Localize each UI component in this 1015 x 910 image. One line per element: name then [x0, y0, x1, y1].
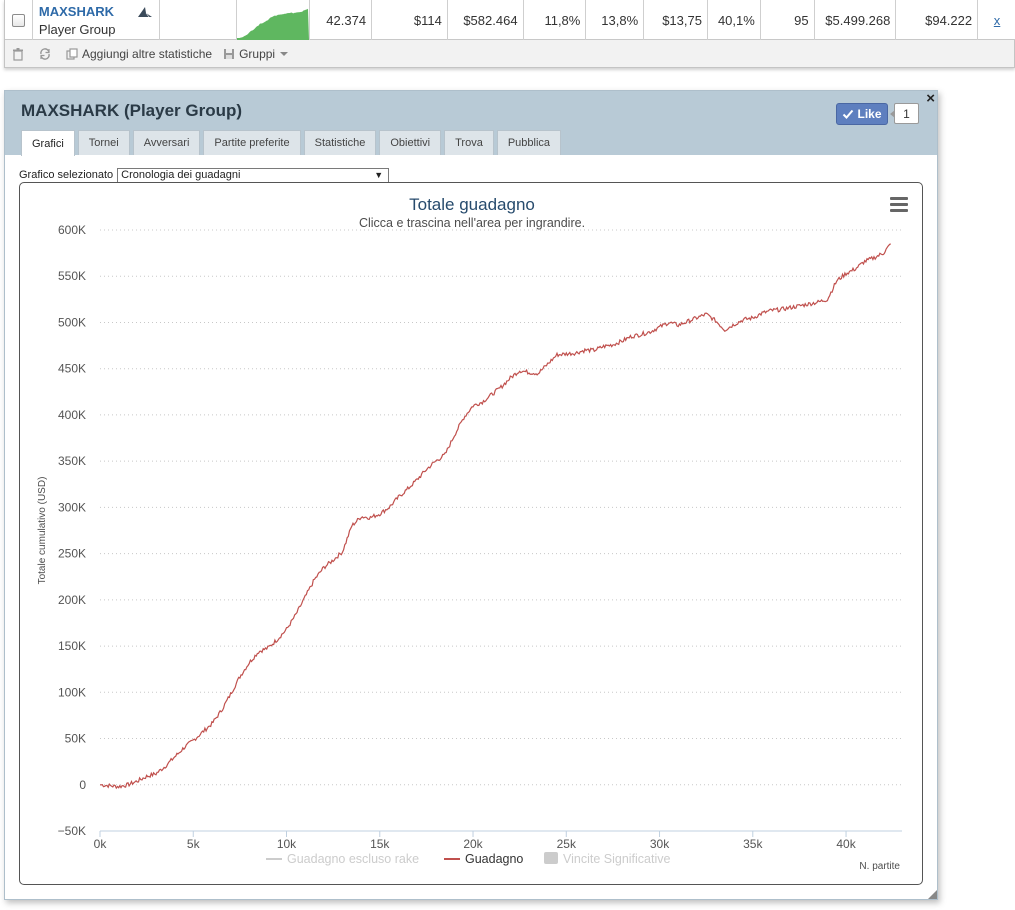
stat-pfr: 13,8% — [586, 0, 645, 40]
remove-cell: x — [978, 0, 1015, 40]
trash-icon — [13, 48, 23, 61]
row-checkbox-cell — [5, 0, 33, 40]
like-count: 1 — [890, 103, 919, 124]
x-tick-label: 20k — [463, 837, 483, 851]
y-tick-label: 300K — [58, 500, 86, 514]
player-group-label: Player Group — [38, 21, 116, 37]
refresh-icon — [40, 48, 50, 60]
y-tick-label: 250K — [58, 547, 86, 561]
x-tick-label: 40k — [836, 837, 856, 851]
tab-tornei[interactable]: Tornei — [77, 130, 130, 155]
tab-obiettivi[interactable]: Obiettivi — [379, 130, 442, 155]
stat-value-5: $13,75 — [644, 0, 708, 40]
remove-player-link[interactable]: x — [993, 12, 1001, 28]
tab-trova[interactable]: Trova — [444, 130, 494, 155]
y-tick-label: 50K — [65, 732, 86, 746]
y-tick-label: 450K — [58, 362, 86, 376]
y-tick-label: 150K — [58, 639, 86, 653]
x-tick-label: 30k — [650, 837, 670, 851]
stat-value-9: $94.222 — [896, 0, 979, 40]
y-tick-label: 200K — [58, 593, 86, 607]
window-tabs: Grafici Tornei Avversari Partite preferi… — [21, 130, 564, 156]
graph-type-select[interactable]: Cronologia dei guadagni ▼ — [117, 167, 390, 183]
chart-legend: Guadagno escluso rake Guadagno Vincite Sig… — [266, 852, 671, 866]
refresh-button[interactable] — [38, 47, 55, 61]
checkmark-icon — [843, 109, 854, 119]
resize-handle[interactable] — [928, 890, 937, 899]
like-button[interactable]: Like — [836, 103, 888, 125]
legend-box-marker — [544, 852, 558, 864]
table-row: MAXSHARK Player Group 42.374 $114 $582.4… — [5, 0, 1015, 40]
y-tick-label: 350K — [58, 454, 86, 468]
y-tick-label: 550K — [58, 269, 86, 283]
stat-value-7: 95 — [761, 0, 815, 40]
tab-grafici[interactable]: Grafici — [21, 130, 75, 156]
player-name-cell: MAXSHARK Player Group — [33, 0, 160, 40]
window-header: MAXSHARK (Player Group) × Like 1 Grafici… — [5, 90, 937, 156]
y-tick-label: 500K — [58, 315, 86, 329]
x-tick-label: 0k — [94, 837, 108, 851]
add-stats-button[interactable]: Aggiungi altre statistiche — [65, 47, 212, 61]
y-tick-label: −50K — [58, 824, 86, 838]
x-tick-label: 35k — [743, 837, 763, 851]
groups-dropdown[interactable]: Gruppi — [222, 47, 289, 61]
y-tick-label: 600K — [58, 223, 86, 237]
stat-value-1: $114 — [372, 0, 448, 40]
tab-pubblica[interactable]: Pubblica — [496, 130, 562, 155]
stat-winnings: $582.464 — [448, 0, 524, 40]
player-list-panel: MAXSHARK Player Group 42.374 $114 $582.4… — [4, 0, 1015, 68]
x-tick-label: 10k — [277, 837, 297, 851]
chart-menu-icon[interactable] — [890, 197, 908, 212]
stat-value-8: $5.499.268 — [815, 0, 897, 40]
series-line-guadagno[interactable] — [99, 243, 891, 790]
stat-value-6: 40,1% — [708, 0, 761, 40]
legend-item-label: Guadagno escluso rake — [287, 852, 419, 866]
y-tick-label: 0 — [79, 778, 86, 792]
copy-icon — [66, 48, 78, 60]
graph-select-label: Grafico selezionato — [19, 169, 114, 181]
graph-select-value: Cronologia dei guadagni — [121, 169, 241, 181]
winnings-sparkline — [237, 8, 310, 40]
close-button[interactable]: × — [926, 90, 935, 107]
winnings-chart[interactable]: −50K 0 50K 100K 150K 200K 250K 300K 350K 400K 450K… — [20, 183, 922, 884]
x-axis-label: N. partite — [859, 861, 900, 872]
tab-partite-preferite[interactable]: Partite preferite — [203, 130, 301, 155]
row-checkbox[interactable] — [11, 13, 25, 27]
window-title: MAXSHARK (Player Group) — [21, 101, 243, 120]
groups-label: Gruppi — [239, 47, 276, 61]
x-tick-label: 25k — [557, 837, 577, 851]
y-axis-label: Totale cumulativo (USD) — [37, 477, 48, 585]
player-name-link[interactable]: MAXSHARK — [38, 3, 115, 19]
tab-statistiche[interactable]: Statistiche — [303, 130, 377, 155]
shark-icon — [137, 7, 152, 18]
player-group-window: MAXSHARK (Player Group) × Like 1 Grafici… — [4, 90, 938, 900]
chevron-down-icon — [280, 52, 289, 56]
legend-item-label: Guadagno — [465, 852, 523, 866]
y-tick-label: 100K — [58, 685, 86, 699]
graph-select-row: Grafico selezionato Cronologia dei guada… — [19, 167, 390, 183]
delete-button[interactable] — [11, 47, 28, 61]
tab-avversari[interactable]: Avversari — [132, 130, 201, 155]
like-label: Like — [857, 107, 882, 121]
x-tick-label: 15k — [370, 837, 390, 851]
player-toolbar: Aggiungi altre statistiche Gruppi — [11, 44, 299, 64]
save-icon — [224, 49, 235, 59]
chart-title: Totale guadagno — [409, 195, 535, 214]
stat-hands: 42.374 — [310, 0, 373, 40]
empty-cell — [160, 0, 238, 40]
legend-item-label: Vincite Significative — [563, 852, 671, 866]
stat-vpip: 11,8% — [524, 0, 587, 40]
dropdown-arrow-icon: ▼ — [374, 169, 384, 180]
x-tick-label: 5k — [187, 837, 201, 851]
sparkline-cell — [237, 0, 311, 40]
chart-container[interactable]: −50K 0 50K 100K 150K 200K 250K 300K 350K 400K 450K… — [19, 182, 923, 885]
add-stats-label: Aggiungi altre statistiche — [82, 47, 213, 61]
chart-subtitle: Clicca e trascina nell'area per ingrandi… — [359, 216, 585, 230]
y-tick-label: 400K — [58, 408, 86, 422]
